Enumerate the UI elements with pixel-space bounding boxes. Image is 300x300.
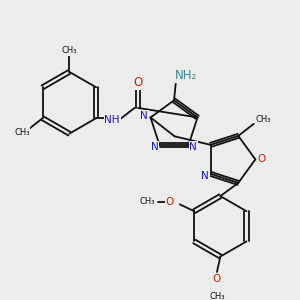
Text: CH₃: CH₃ xyxy=(14,128,30,137)
Text: CH₃: CH₃ xyxy=(61,46,77,55)
Text: N: N xyxy=(151,142,159,152)
Text: O: O xyxy=(134,76,142,89)
Text: O: O xyxy=(213,274,221,284)
Text: O: O xyxy=(165,196,174,207)
Text: NH: NH xyxy=(104,115,120,125)
Text: O: O xyxy=(257,154,266,164)
Text: CH₃: CH₃ xyxy=(209,292,225,300)
Text: NH₂: NH₂ xyxy=(175,69,197,82)
Text: N: N xyxy=(190,142,197,152)
Text: CH₃: CH₃ xyxy=(139,197,154,206)
Text: CH₃: CH₃ xyxy=(255,115,271,124)
Text: N: N xyxy=(140,111,148,121)
Text: N: N xyxy=(201,171,209,181)
